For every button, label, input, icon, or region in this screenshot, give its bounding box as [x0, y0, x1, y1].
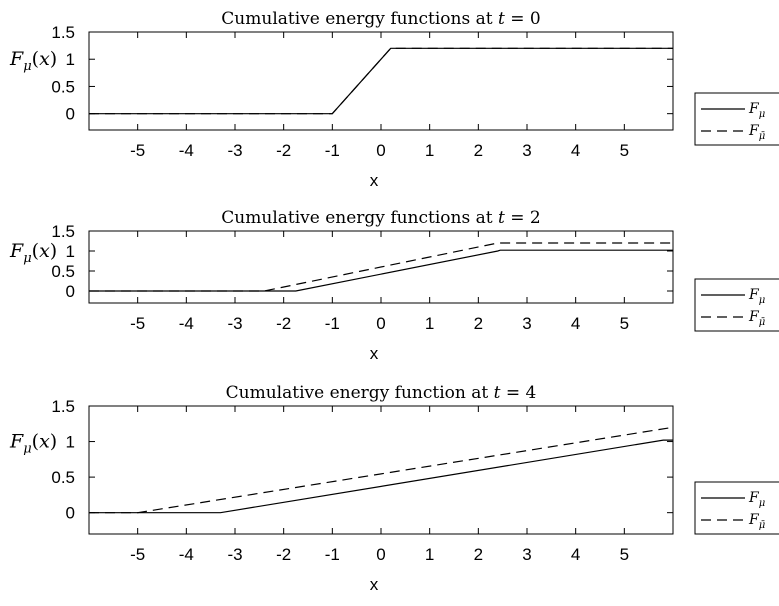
y-axis-label: Fμ(x) — [9, 240, 57, 266]
x-tick-label: 2 — [474, 141, 483, 160]
legend-box — [694, 481, 779, 535]
legend: Fμ Fμ̄ — [694, 278, 779, 332]
legend-label: Fμ — [748, 101, 765, 120]
subplot-1: -5 -4 -3 -2 -1 0 1 2 3 4 5 0 0.5 1 1.5 x Fμ(x) Fμ Fμ̄ — [9, 23, 779, 190]
x-tick-label: 1 — [425, 141, 434, 160]
plot-area — [88, 405, 674, 535]
x-tick-label: -2 — [276, 314, 291, 333]
x-tick-label: -5 — [130, 545, 145, 564]
legend-box — [694, 278, 779, 332]
x-tick-label: 1 — [425, 314, 434, 333]
y-tick-label: 0.5 — [51, 468, 75, 487]
y-tick-label: 1 — [66, 433, 75, 452]
y-tick-label: 1 — [66, 50, 75, 69]
legend-label: Fμ̄ — [748, 123, 765, 142]
x-axis-label: x — [370, 344, 379, 363]
y-tick-label: 1.5 — [51, 397, 75, 416]
legend: Fμ Fμ̄ — [694, 92, 779, 146]
x-tick-label: 2 — [474, 545, 483, 564]
legend: Fμ Fμ̄ — [694, 481, 779, 535]
x-tick-label: 5 — [620, 141, 629, 160]
x-tick-label: 2 — [474, 314, 483, 333]
x-tick-label: -5 — [130, 314, 145, 333]
subplot-3: -5 -4 -3 -2 -1 0 1 2 3 4 5 0 0.5 1 1.5 x Fμ(x) Fμ Fμ̄ — [9, 397, 779, 594]
y-tick-label: 0 — [66, 504, 75, 523]
x-tick-label: 3 — [522, 314, 531, 333]
chart-title: Cumulative energy functions at t = 0 — [221, 9, 540, 29]
x-tick-label: 0 — [376, 314, 385, 333]
chart-title: Cumulative energy function at t = 4 — [226, 383, 537, 403]
x-tick-label: 3 — [522, 141, 531, 160]
chart-title: Cumulative energy functions at t = 2 — [221, 208, 540, 228]
x-axis-label: x — [370, 171, 379, 190]
y-tick-label: 0 — [66, 105, 75, 124]
x-tick-label: 1 — [425, 545, 434, 564]
x-tick-label: -5 — [130, 141, 145, 160]
legend-label: Fμ — [748, 287, 765, 306]
x-tick-label: -2 — [276, 141, 291, 160]
x-tick-label: 5 — [620, 314, 629, 333]
legend-label: Fμ̄ — [748, 309, 765, 328]
series-line-f-mu-bar — [89, 426, 674, 514]
x-tick-label: 4 — [571, 141, 580, 160]
legend-label: Fμ — [748, 490, 765, 509]
series-line-f-mu — [89, 249, 673, 292]
x-axis-label: x — [370, 575, 379, 594]
x-tick-label: -2 — [276, 545, 291, 564]
x-tick-label: 0 — [376, 545, 385, 564]
y-tick-label: 1 — [66, 242, 75, 261]
legend-label: Fμ̄ — [748, 512, 765, 531]
x-tick-label: -1 — [325, 314, 340, 333]
x-tick-label: 3 — [522, 545, 531, 564]
legend-box — [694, 92, 779, 146]
x-tick-label: 0 — [376, 141, 385, 160]
x-tick-label: -3 — [227, 141, 242, 160]
y-tick-label: 1.5 — [51, 23, 75, 42]
x-tick-label: -3 — [227, 314, 242, 333]
x-tick-label: -1 — [325, 141, 340, 160]
x-tick-label: -1 — [325, 545, 340, 564]
x-tick-label: 4 — [571, 314, 580, 333]
plot-area — [88, 31, 674, 131]
y-tick-label: 0.5 — [51, 262, 75, 281]
x-tick-label: -4 — [179, 545, 194, 564]
y-tick-label: 0.5 — [51, 77, 75, 96]
y-tick-label: 1.5 — [51, 222, 75, 241]
y-axis-label: Fμ(x) — [9, 431, 57, 457]
x-tick-label: 4 — [571, 545, 580, 564]
series-line-f-mu — [89, 439, 673, 514]
y-axis-label: Fμ(x) — [9, 48, 57, 74]
x-tick-label: -4 — [179, 314, 194, 333]
x-tick-label: -4 — [179, 141, 194, 160]
y-tick-label: 0 — [66, 282, 75, 301]
series-line-f-mu-bar — [89, 242, 673, 292]
series-line-f-mu — [89, 47, 673, 115]
series-line-f-mu-bar — [89, 47, 673, 115]
x-tick-label: 5 — [620, 545, 629, 564]
x-tick-label: -3 — [227, 545, 242, 564]
